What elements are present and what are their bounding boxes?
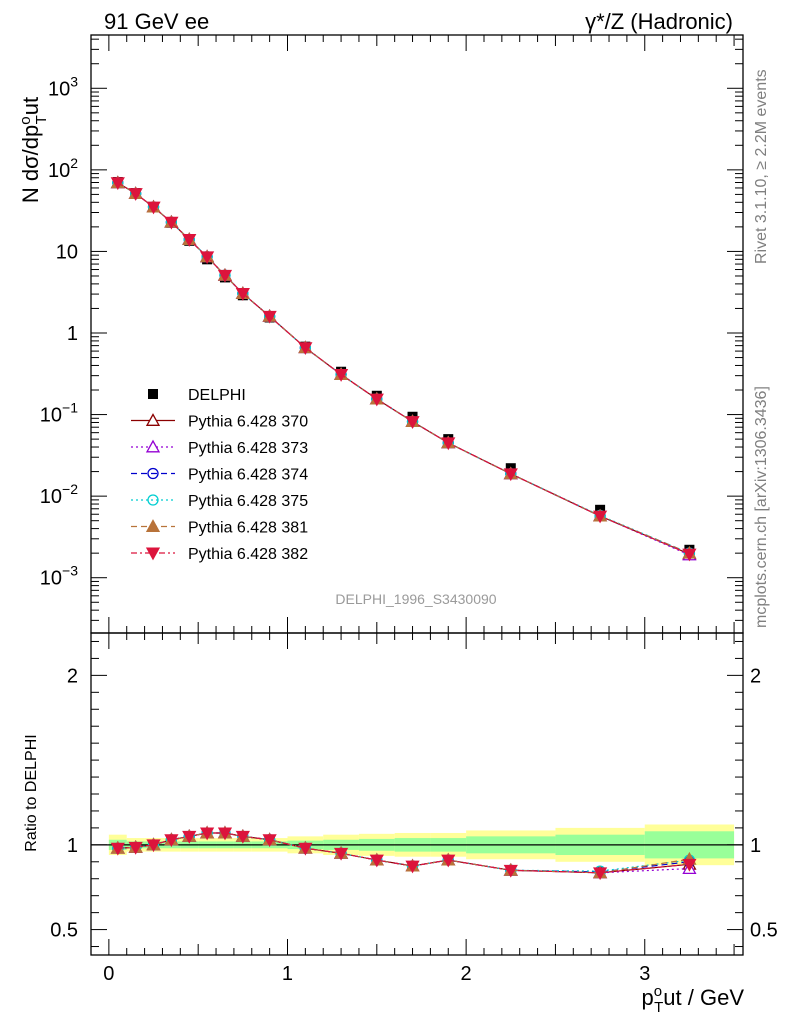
series-point — [217, 269, 233, 283]
x-tick-label: 2 — [461, 963, 472, 985]
legend-marker — [147, 467, 159, 480]
xlabel-sub: T — [654, 999, 663, 1016]
legend-label: Pythia 6.428 375 — [188, 493, 308, 510]
ratio-series-point — [369, 854, 384, 868]
mcplots-note: mcplots.cern.ch [arXiv:1306.3436] — [753, 386, 770, 628]
ratio-y-axis-label: Ratio to DELPHI — [23, 734, 40, 851]
ratio-y-tick-label: 2 — [67, 665, 78, 687]
main-panel: 10−3 10−2 10−1 1 10 102 103 — [40, 34, 744, 955]
series-point — [146, 201, 161, 215]
xlabel-tail: ut / GeV — [663, 985, 744, 1010]
ratio-series-point — [235, 830, 250, 844]
ratio-series-point — [217, 827, 233, 841]
svg-text:poTut / GeV: po Tut / GeV — [642, 983, 745, 1016]
series-point — [182, 234, 197, 247]
legend-label: Pythia 6.428 373 — [188, 440, 308, 457]
ratio-series-point — [592, 867, 608, 881]
ratio-y-tick-label-right: 2 — [750, 665, 761, 687]
series-point — [441, 437, 456, 451]
main-ylabel-tail: ut — [18, 97, 43, 115]
legend-label: Pythia 6.428 382 — [188, 546, 308, 563]
ratio-y-tick-label: 0.5 — [50, 920, 78, 942]
ratio-series-point — [441, 854, 456, 868]
y-tick-label: 10−3 — [40, 563, 78, 590]
legend-marker — [145, 439, 161, 453]
ratio-series-point — [164, 834, 179, 848]
legend-marker-data — [148, 389, 158, 399]
y-tick-label: 10−1 — [40, 400, 78, 427]
main-ylabel-sup: o — [17, 116, 34, 124]
xlabel-p: p — [642, 985, 654, 1010]
svg-text:N dσ/dpoTut: N dσ/dpoTut — [17, 97, 50, 203]
x-tick-label: 3 — [639, 963, 650, 985]
ratio-panel: 0 1 2 3 0.5 0.5 1 1 2 2 — [50, 632, 778, 985]
y-tick-label: 102 — [48, 155, 78, 182]
ratio-series-point — [298, 842, 313, 856]
series-point — [128, 188, 143, 201]
y-tick-label: 103 — [48, 73, 78, 100]
ratio-series-point — [182, 830, 197, 844]
series-point — [235, 288, 250, 301]
series-point — [262, 310, 277, 324]
x-tick-label: 0 — [103, 963, 114, 985]
series-point — [298, 342, 313, 356]
ratio-series-point — [405, 860, 420, 874]
series-point — [164, 216, 179, 230]
legend-marker — [145, 413, 161, 426]
ratio-series-point — [128, 841, 143, 855]
y-tick-label: 10−2 — [40, 481, 78, 508]
legend-marker — [145, 547, 161, 561]
series-point — [110, 177, 125, 191]
ratio-y-tick-label: 1 — [67, 835, 78, 857]
series-point — [503, 468, 518, 482]
legend-label: Pythia 6.428 381 — [188, 520, 308, 537]
y-tick-label: 10 — [56, 241, 78, 263]
series-point — [682, 548, 697, 562]
header-left: 91 GeV ee — [104, 9, 209, 34]
main-y-axis-label: N dσ/dpoTut — [17, 97, 50, 203]
ratio-frame — [90, 632, 744, 956]
ratio-series-point — [200, 827, 215, 841]
legend-marker — [145, 519, 161, 532]
ratio-series-point — [110, 842, 125, 856]
ratio-series-point — [503, 864, 518, 878]
main-frame — [90, 34, 744, 634]
ratio-series-point — [682, 858, 697, 872]
series-point — [200, 251, 215, 265]
legend-label: Pythia 6.428 374 — [188, 467, 308, 484]
x-axis-label: po Tut / GeV — [642, 983, 745, 1016]
series-point — [333, 369, 349, 382]
ratio-series-line — [117, 832, 690, 872]
main-ylabel-sub: T — [33, 115, 50, 124]
ratio-series-point — [333, 847, 349, 861]
xlabel-sup: o — [654, 983, 662, 1000]
series-point — [405, 416, 420, 429]
x-tick-label: 1 — [282, 963, 293, 985]
legend: DELPHI Pythia 6.428 370 Pythia 6.428 373 Py… — [131, 387, 308, 563]
ratio-series-point — [146, 839, 161, 853]
ratio-series-point — [262, 834, 277, 848]
ratio-y-tick-label-right: 0.5 — [750, 920, 778, 942]
ratio-y-tick-label-right: 1 — [750, 835, 761, 857]
header-right: γ*/Z (Hadronic) — [585, 9, 733, 34]
series-point — [369, 393, 384, 407]
legend-marker — [147, 494, 159, 506]
y-tick-label: 1 — [67, 323, 78, 345]
analysis-watermark: DELPHI_1996_S3430090 — [335, 591, 496, 607]
rivet-note: Rivet 3.1.10, ≥ 2.2M events — [753, 69, 770, 264]
legend-label: Pythia 6.428 370 — [188, 414, 308, 431]
main-ylabel-text: N dσ/dp — [18, 125, 43, 203]
legend-label-data: DELPHI — [188, 387, 246, 404]
series-point — [592, 510, 608, 524]
